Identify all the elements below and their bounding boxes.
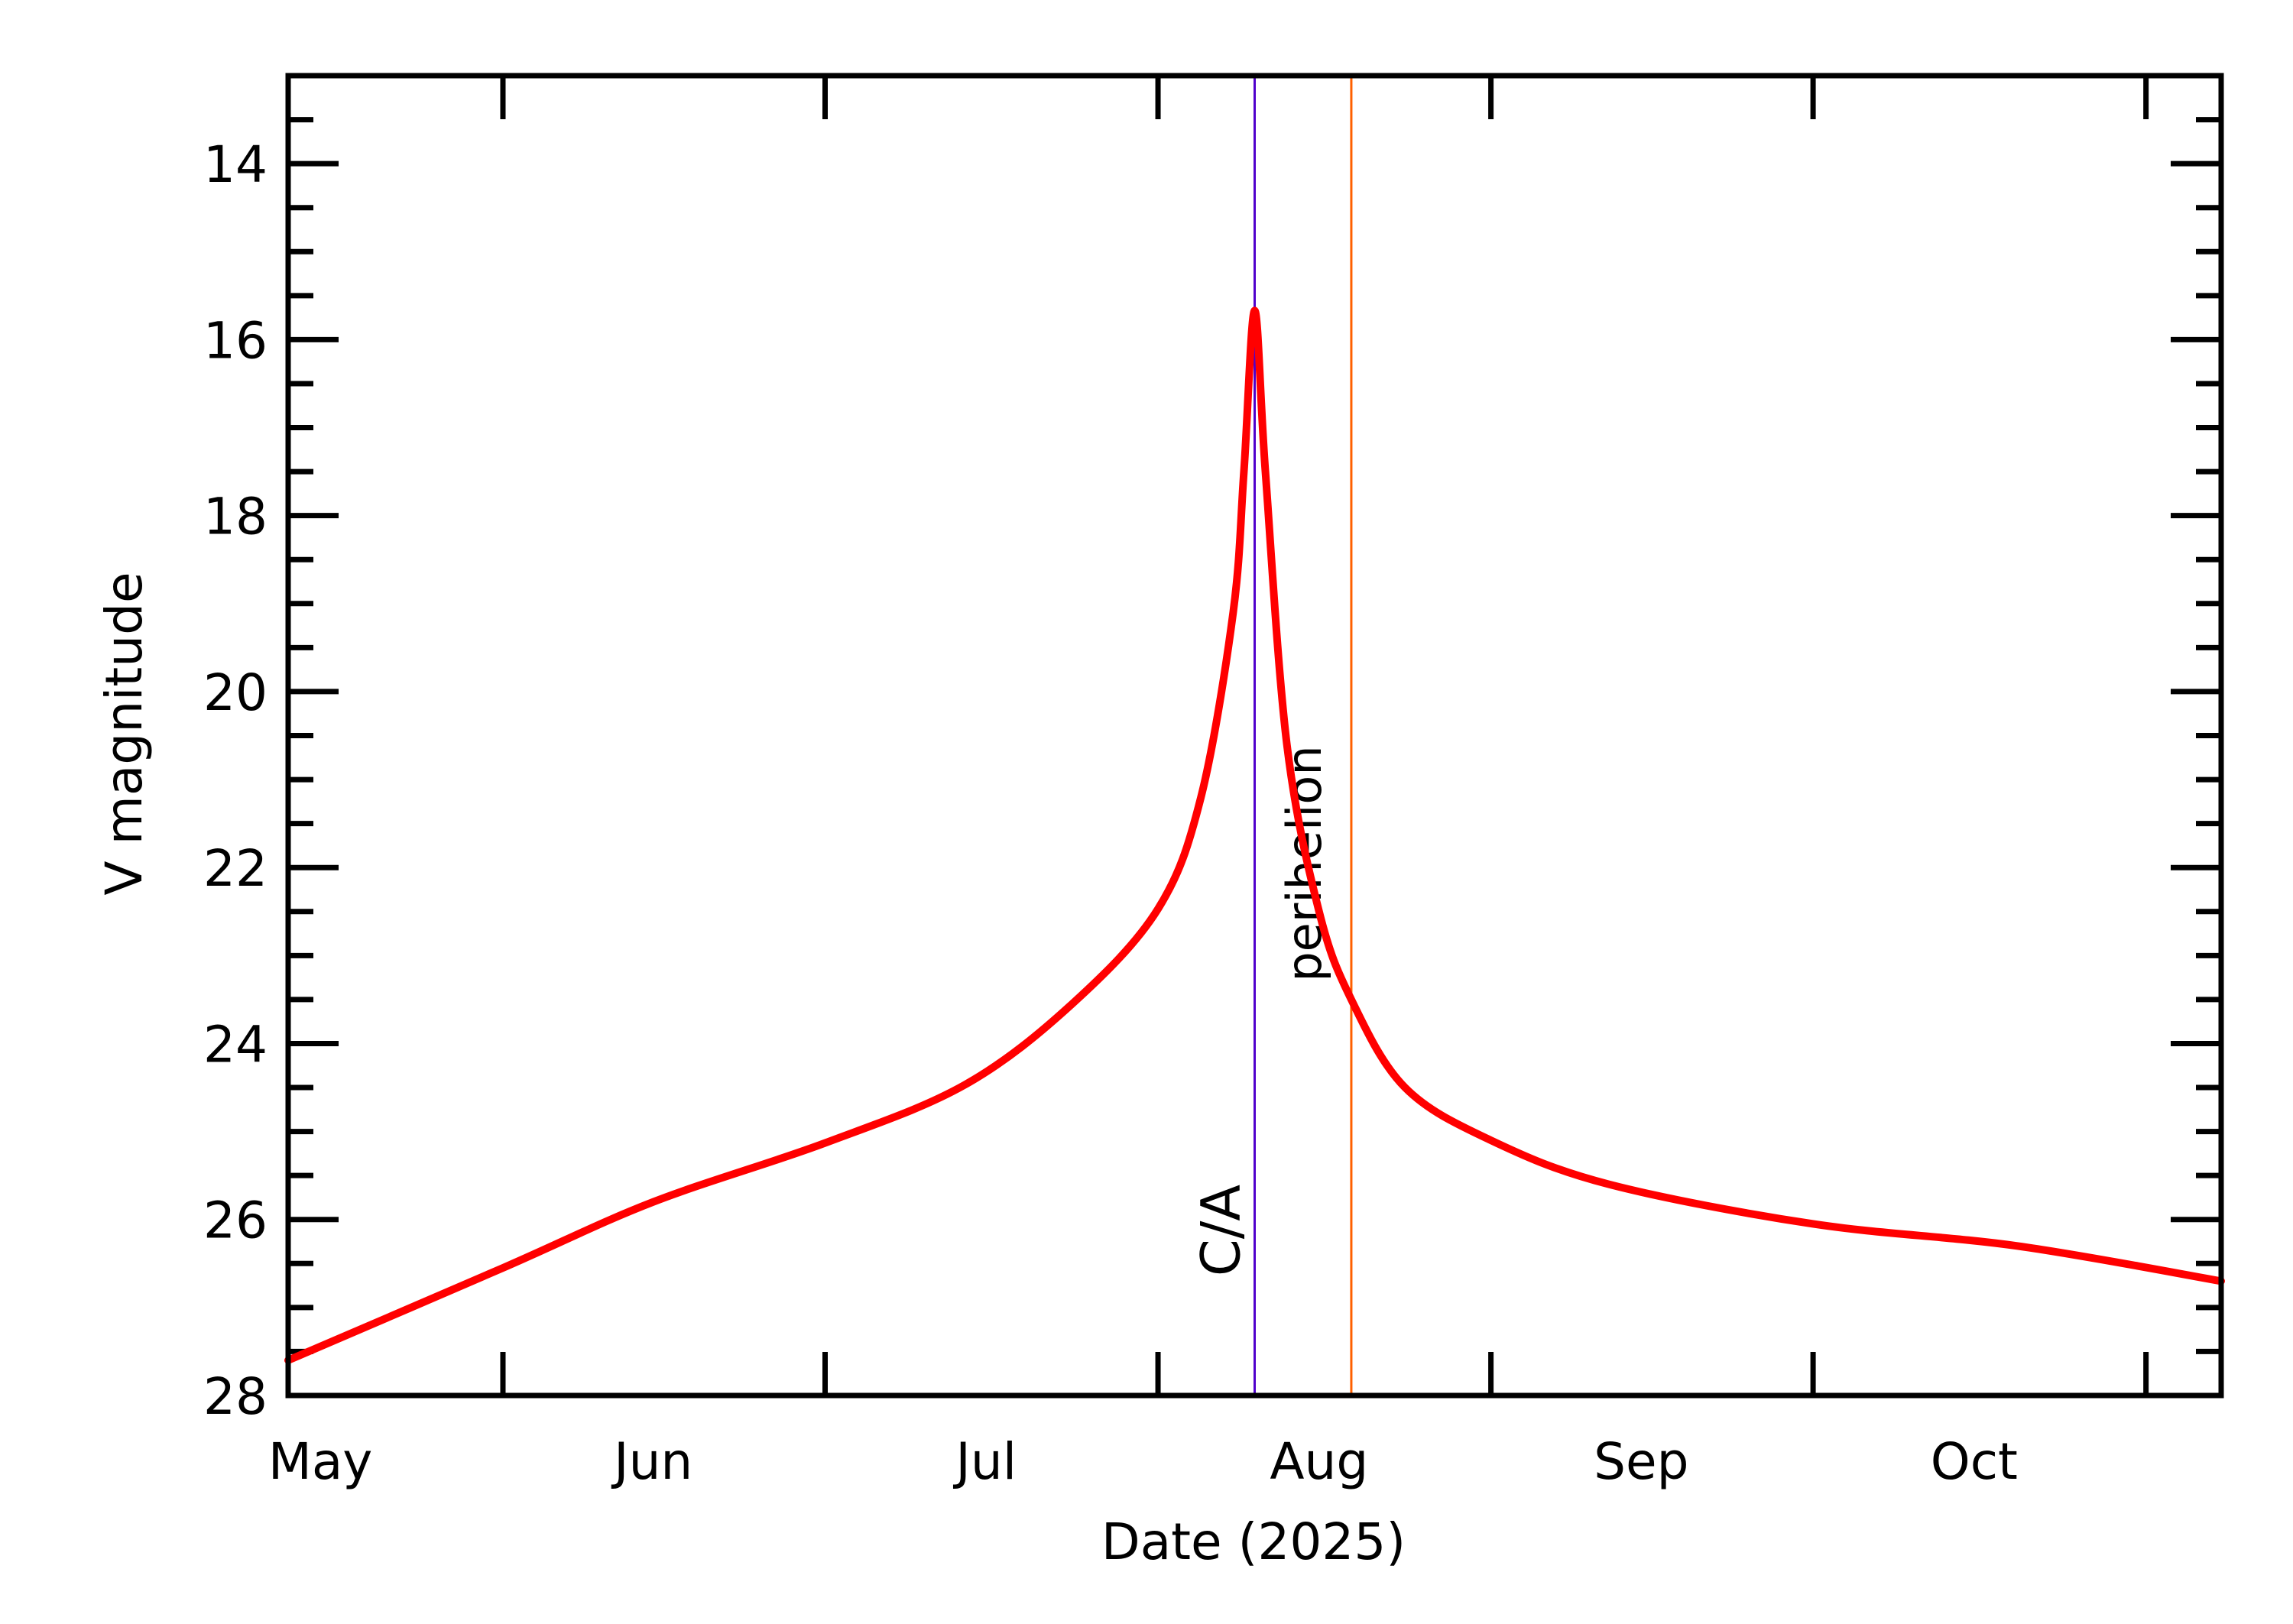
- x-tick-label: May: [268, 1432, 372, 1491]
- x-tick-labels: May Jun Jul Aug Sep Oct: [268, 1432, 2018, 1491]
- x-axis-title: Date (2025): [1101, 1512, 1406, 1571]
- plot-frame: [285, 73, 2224, 1399]
- y-tick-label: 18: [203, 488, 268, 546]
- y-tick-label: 26: [203, 1191, 268, 1250]
- y-tick-labels: 14 16 18 20 22 24 26 28: [203, 135, 268, 1426]
- x-tick-label: Jul: [952, 1432, 1017, 1491]
- y-tick-label: 20: [203, 663, 268, 722]
- y-tick-label: 22: [203, 839, 268, 898]
- x-tick-label: Sep: [1594, 1432, 1688, 1491]
- x-tick-label: Oct: [1931, 1432, 2018, 1491]
- y-tick-label: 14: [203, 135, 268, 194]
- y-tick-label: 16: [203, 311, 268, 370]
- y-tick-label: 28: [203, 1367, 268, 1426]
- y-axis-title: V magnitude: [95, 572, 154, 895]
- x-tick-label: Aug: [1270, 1432, 1368, 1491]
- x-tick-label: Jun: [611, 1432, 692, 1491]
- annotation-label: C/A: [1190, 1185, 1253, 1276]
- magnitude-curve: [284, 306, 2225, 1364]
- y-tick-label: 24: [203, 1015, 268, 1074]
